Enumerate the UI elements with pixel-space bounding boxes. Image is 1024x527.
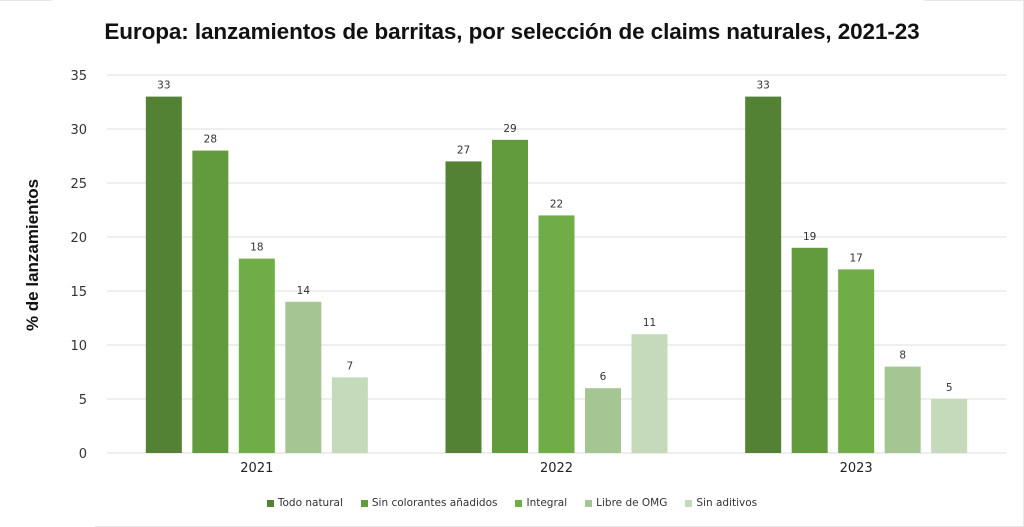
data-label: 29 [503, 123, 516, 135]
legend-label: Sin aditivos [696, 497, 758, 509]
legend-swatch [515, 499, 523, 507]
bar [285, 301, 322, 453]
data-label: 17 [849, 252, 862, 264]
legend-label: Integral [526, 497, 568, 509]
bar [884, 366, 921, 453]
data-label: 14 [297, 285, 311, 297]
legend-item: Sin colorantes añadidos [360, 497, 498, 509]
legend-swatch [685, 499, 693, 507]
x-tick-label: 2021 [240, 461, 273, 476]
bar [931, 399, 968, 453]
frame-line [0, 0, 52, 1]
legend-item: Todo natural [266, 497, 343, 509]
data-label: 18 [250, 242, 263, 254]
y-tick-label: 30 [70, 123, 87, 138]
bar [145, 96, 182, 453]
legend-item: Libre de OMG [585, 497, 667, 509]
data-label: 6 [600, 371, 607, 383]
bar [838, 269, 875, 453]
y-tick-label: 15 [70, 285, 87, 300]
bar [238, 258, 275, 453]
data-label: 11 [643, 317, 656, 329]
x-tick-label: 2022 [540, 461, 573, 476]
bar [445, 161, 482, 453]
data-label: 8 [899, 350, 906, 362]
legend-label: Libre de OMG [596, 497, 668, 509]
data-label: 27 [457, 144, 470, 156]
bar [538, 215, 575, 453]
bar [192, 150, 229, 453]
legend-swatch [360, 499, 368, 507]
chart-title: Europa: lanzamientos de barritas, por se… [104, 19, 920, 44]
data-label: 33 [756, 80, 769, 92]
legend-swatch [266, 499, 274, 507]
legend-label: Todo natural [277, 497, 343, 509]
data-label: 19 [803, 231, 816, 243]
bars [145, 96, 968, 454]
bar [492, 139, 528, 454]
y-axis-ticks: 0 5 10 15 20 25 30 35 [70, 69, 87, 462]
y-tick-label: 35 [70, 69, 87, 84]
legend-item: Sin aditivos [685, 497, 757, 509]
data-label: 5 [946, 382, 953, 394]
data-labels: 33 28 18 14 7 27 29 22 6 11 33 19 17 8 5 [157, 80, 952, 394]
legend: Todo natural Sin colorantes añadidos Integ… [0, 497, 1024, 509]
x-axis-ticks: 2021 2022 2023 [240, 461, 872, 476]
data-label: 28 [204, 134, 217, 146]
y-tick-label: 10 [70, 339, 87, 354]
legend-label: Sin colorantes añadidos [371, 497, 498, 509]
bar [585, 388, 621, 453]
y-tick-label: 5 [79, 393, 87, 408]
y-tick-label: 25 [70, 177, 87, 192]
legend-item: Integral [515, 497, 567, 509]
y-tick-label: 20 [70, 231, 87, 246]
frame-line [924, 0, 1024, 1]
x-tick-label: 2023 [840, 461, 873, 476]
data-label: 22 [550, 198, 563, 210]
bar [631, 334, 668, 453]
bar [791, 247, 828, 453]
legend-swatch [585, 499, 593, 507]
data-label: 33 [157, 80, 170, 92]
y-axis-label: % de lanzamientos [23, 179, 42, 331]
bar [745, 96, 782, 453]
bar [331, 377, 368, 453]
y-tick-label: 0 [79, 447, 87, 462]
data-label: 7 [346, 360, 353, 372]
